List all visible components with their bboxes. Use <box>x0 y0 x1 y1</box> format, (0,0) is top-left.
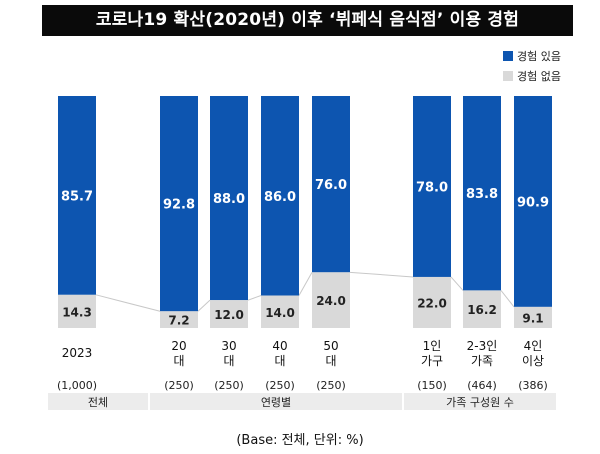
data-label-none: 12.0 <box>214 308 244 322</box>
data-label-has: 90.9 <box>517 195 549 210</box>
bar-no-experience <box>514 306 552 328</box>
connector-line <box>500 290 515 308</box>
bar-no-experience <box>413 276 451 328</box>
category-label: 가족 <box>471 354 493 368</box>
connector-line <box>450 276 464 291</box>
bar-no-experience <box>463 290 501 328</box>
data-label-none: 14.0 <box>265 306 295 320</box>
category-label: 20 <box>171 339 186 353</box>
base-count-label: (150) <box>417 379 447 392</box>
category-label: 1인 <box>423 339 442 353</box>
data-label-none: 16.2 <box>467 303 497 317</box>
data-label-has: 85.7 <box>61 189 93 204</box>
category-label: 대 <box>325 354 336 368</box>
data-label-has: 86.0 <box>264 190 296 205</box>
data-label-none: 9.1 <box>522 311 543 325</box>
connector-line <box>349 271 414 278</box>
bar-has-experience <box>261 96 299 296</box>
bar-no-experience <box>210 300 248 328</box>
connector-line <box>298 272 313 296</box>
category-label: 가구 <box>421 354 443 368</box>
unit-note: (Base: 전체, 단위: %) <box>236 433 364 448</box>
data-label-has: 78.0 <box>416 180 448 195</box>
group-band <box>48 393 148 410</box>
bar-no-experience <box>58 294 96 328</box>
data-label-has: 76.0 <box>315 178 347 193</box>
category-label: 30 <box>221 339 236 353</box>
base-count-label: (386) <box>518 379 548 392</box>
data-label-has: 88.0 <box>213 192 245 207</box>
group-label: 전체 <box>88 396 108 409</box>
bar-has-experience <box>514 96 552 307</box>
chart-title: 코로나19 확산(2020년) 이후 ‘뷔페식 음식점’ 이용 경험 <box>42 5 573 36</box>
bar-has-experience <box>312 96 350 273</box>
group-band <box>404 393 556 410</box>
category-label: 이상 <box>522 354 544 368</box>
base-count-label: (250) <box>214 379 244 392</box>
category-label: 50 <box>323 339 338 353</box>
category-label: 4인 <box>524 339 543 353</box>
category-label: 2023 <box>62 346 93 360</box>
category-label: 2-3인 <box>467 339 498 353</box>
legend-label-has: 경험 있음 <box>517 50 561 63</box>
category-label: 대 <box>274 354 285 368</box>
base-count-label: (1,000) <box>57 379 97 392</box>
category-label: 대 <box>173 354 184 368</box>
base-count-label: (464) <box>467 379 497 392</box>
legend-swatch-none <box>503 71 513 81</box>
base-count-label: (250) <box>316 379 346 392</box>
group-label: 가족 구성원 수 <box>446 396 514 409</box>
legend-swatch-has <box>503 51 513 61</box>
bar-has-experience <box>210 96 248 301</box>
bar-no-experience <box>261 295 299 328</box>
group-band <box>150 393 402 410</box>
bar-has-experience <box>463 96 501 291</box>
base-count-label: (250) <box>164 379 194 392</box>
connector-line <box>197 299 211 312</box>
bar-has-experience <box>160 96 198 312</box>
category-label: 대 <box>223 354 234 368</box>
connector-line <box>247 295 262 301</box>
legend-label-none: 경험 없음 <box>517 70 561 83</box>
bar-no-experience <box>312 272 350 328</box>
category-label: 40 <box>272 339 287 353</box>
bar-no-experience <box>160 311 198 328</box>
data-label-has: 92.8 <box>163 198 195 213</box>
data-label-none: 24.0 <box>316 294 346 308</box>
data-label-none: 22.0 <box>417 296 447 310</box>
group-label: 연령별 <box>261 396 291 409</box>
data-label-none: 7.2 <box>168 314 189 328</box>
data-label-none: 14.3 <box>62 305 92 319</box>
data-label-has: 83.8 <box>466 187 498 202</box>
connector-line <box>95 294 161 312</box>
bar-has-experience <box>58 96 96 295</box>
base-count-label: (250) <box>265 379 295 392</box>
bar-has-experience <box>413 96 451 277</box>
